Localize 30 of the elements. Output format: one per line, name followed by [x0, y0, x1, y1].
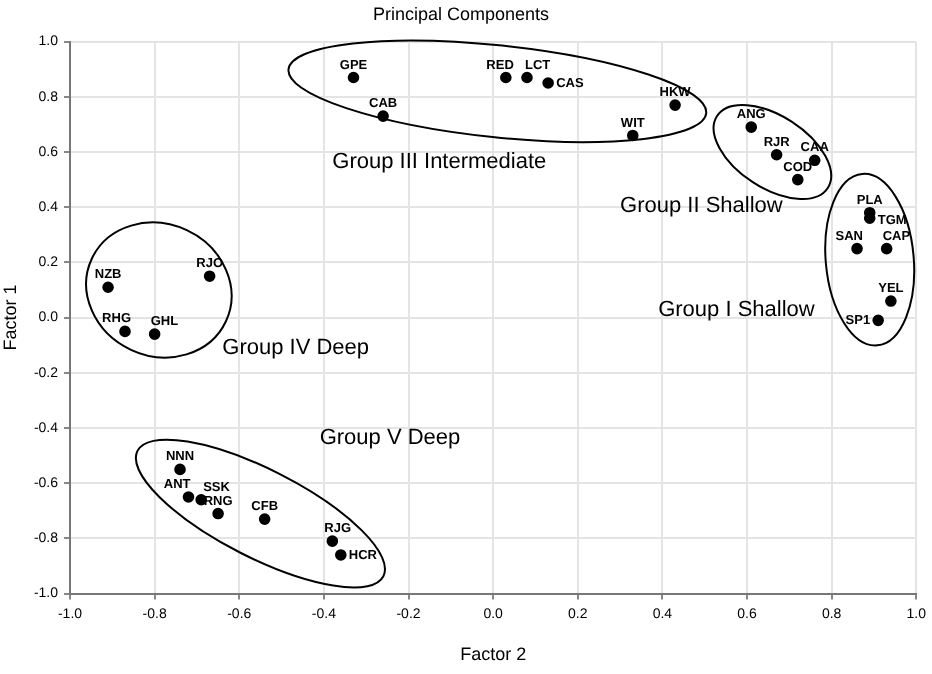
annotation: Group I Shallow [658, 298, 815, 323]
point [791, 173, 804, 186]
point [212, 507, 224, 520]
annotation: Group II Shallow [620, 193, 783, 218]
point [326, 535, 339, 547]
point [182, 491, 195, 503]
point [102, 281, 114, 294]
point [880, 242, 893, 255]
point [174, 463, 186, 476]
point [203, 270, 216, 282]
point [258, 513, 271, 525]
point [669, 99, 681, 111]
point [872, 314, 884, 327]
y-axis-title: Factor 1 [0, 284, 20, 351]
annotation: Group IV Deep [222, 336, 370, 361]
point [542, 77, 554, 89]
point [148, 328, 161, 340]
point [347, 71, 360, 84]
point [335, 549, 347, 561]
annotation: Group V Deep [319, 425, 461, 450]
point [851, 242, 863, 255]
chart-title: Principal Components [372, 3, 551, 24]
point [119, 325, 131, 338]
x-axis-title: Factor 2 [460, 644, 527, 665]
annotation: Group III Intermediate [332, 149, 547, 174]
point [885, 295, 897, 307]
point [500, 71, 512, 84]
point [770, 148, 783, 161]
point [521, 71, 533, 84]
point [745, 121, 758, 133]
